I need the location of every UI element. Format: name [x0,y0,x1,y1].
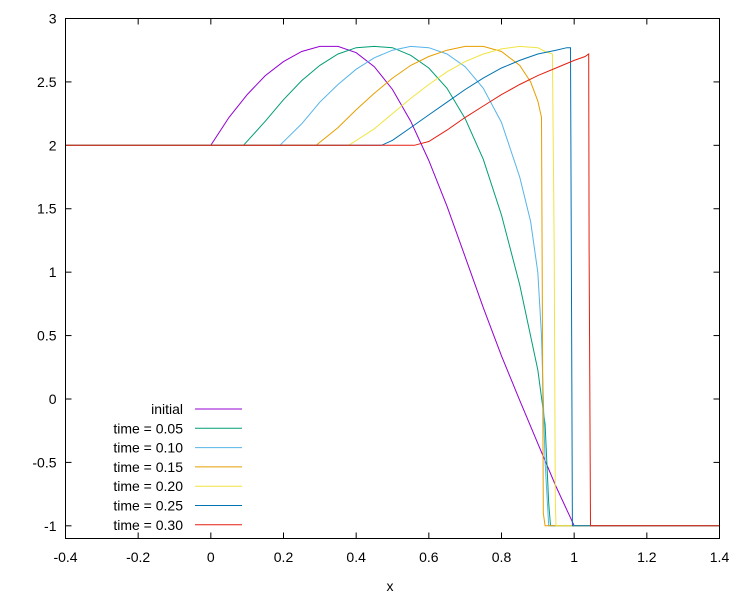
ticks-layer: -0.4 -0.2 0 0.2 0.4 0.6 0.8 1 1.2 1.4 -1 -0.5 0 0.5 1 1… [32,11,729,566]
x-tick-label: 0.8 [492,549,512,565]
legend: initial time = 0.05 time = 0.10 time = 0.15… [113,401,242,533]
y-tick-label: 0.5 [37,328,57,344]
legend-label: time = 0.30 [113,517,183,533]
x-tick-label: 1.4 [710,549,730,565]
series-line [65,45,720,527]
plot-frame [65,18,720,539]
y-tick-label: 1 [49,264,57,280]
x-tick-label: 0 [207,549,215,565]
y-tick-label: -0.5 [32,454,56,470]
x-tick-label: 1.2 [637,549,657,565]
legend-label: time = 0.10 [113,440,183,456]
series-layer [65,45,720,527]
y-tick-label: 2 [49,137,57,153]
y-tick-label: -1 [44,518,57,534]
y-tick-label: 3 [49,11,57,27]
series-line [65,45,720,527]
legend-label: time = 0.25 [113,498,183,514]
legend-label: time = 0.05 [113,420,183,436]
series-line [65,47,720,527]
x-axis-label: x [387,578,394,594]
x-tick-label: -0.2 [126,549,150,565]
legend-label: initial [151,401,183,417]
legend-label: time = 0.20 [113,478,183,494]
series-line [65,45,720,527]
series-line [65,45,720,527]
legend-label: time = 0.15 [113,459,183,475]
x-tick-label: 0.6 [419,549,439,565]
y-tick-label: 1.5 [37,201,57,217]
x-tick-label: -0.4 [53,549,77,565]
y-tick-label: 2.5 [37,74,57,90]
x-tick-label: 0.2 [274,549,294,565]
x-tick-label: 1 [570,549,578,565]
series-line [65,53,720,527]
x-tick-label: 0.4 [346,549,366,565]
y-tick-label: 0 [49,391,57,407]
series-line [65,45,720,527]
